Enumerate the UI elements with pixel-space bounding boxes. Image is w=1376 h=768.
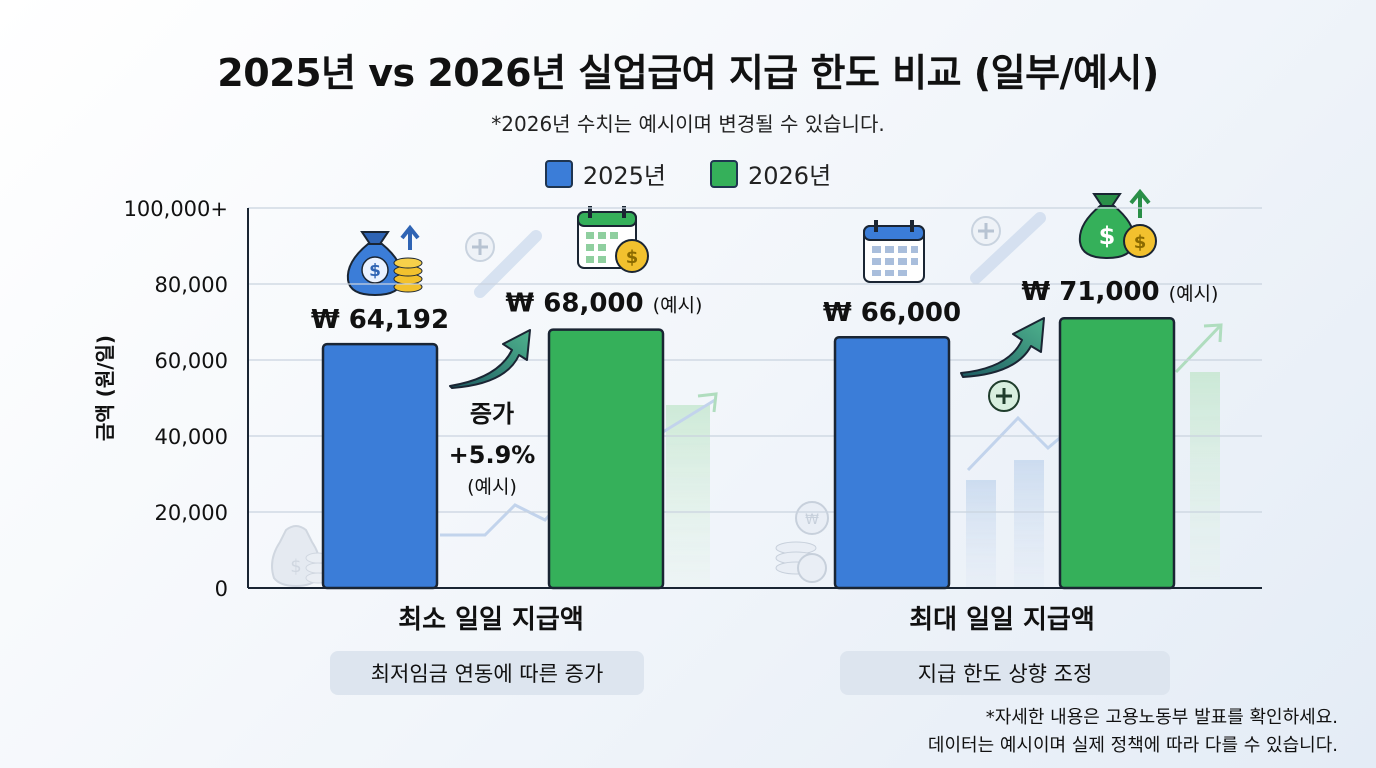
bar-value-label: ₩ 68,000 (예시) <box>506 289 703 319</box>
annotation-increase-label: 증가 <box>470 400 514 428</box>
bars <box>321 316 1176 590</box>
money-bag-icon: $ <box>346 224 423 297</box>
y-tick-label: 0 <box>215 577 228 601</box>
y-tick-label: 80,000 <box>155 273 228 297</box>
svg-text:$: $ <box>1134 232 1147 253</box>
legend-item-2026: 2026년 <box>710 156 831 191</box>
svg-text:$: $ <box>369 261 381 281</box>
plus-circle-icon <box>465 232 495 262</box>
legend-item-2025: 2025년 <box>544 156 666 191</box>
calendar-icon <box>863 220 925 283</box>
growth-arrow-icon <box>960 317 1045 378</box>
category-note-box <box>330 651 644 695</box>
y-axis-label: 금액 (원/일) <box>93 335 117 441</box>
money-bag-faded-icon: $ <box>271 525 331 588</box>
footnote-line-2: 데이터는 예시이며 실제 정책에 따라 다를 수 있습니다. <box>927 735 1338 756</box>
y-tick-label: 40,000 <box>155 425 228 449</box>
bar-value-label: ₩ 64,192 <box>311 305 449 335</box>
growth-arrow-icon <box>449 329 531 389</box>
bar-2026년-0 <box>547 328 665 590</box>
legend-swatch-2026 <box>710 159 738 188</box>
coin-stack-faded-icon: ₩ <box>775 501 829 583</box>
chart-title: 2025년 vs 2026년 실업급여 지급 한도 비교 (일부/예시) <box>217 51 1159 95</box>
calendar-coin-icon: $ <box>577 206 649 273</box>
svg-text:₩: ₩ <box>805 512 819 528</box>
y-tick-label: 20,000 <box>155 501 228 525</box>
y-tick-label: 100,000+ <box>124 197 228 221</box>
svg-text:$: $ <box>290 556 301 577</box>
footnote-line-1: *자세한 내용은 고용노동부 발표를 확인하세요. <box>985 707 1338 728</box>
svg-text:$: $ <box>1099 222 1116 250</box>
plus-circle-icon <box>971 216 1001 246</box>
legend-label-2026: 2026년 <box>748 162 832 190</box>
bar-2025년-1 <box>833 335 951 590</box>
money-bag-green-icon: $ $ <box>1078 188 1157 260</box>
annotation-increase-note: (예시) <box>467 476 517 498</box>
category-label: 최소 일일 지급액 <box>398 605 584 635</box>
bar-2025년-0 <box>321 342 439 590</box>
y-tick-label: 60,000 <box>155 349 228 373</box>
footnote: *자세한 내용은 고용노동부 발표를 확인하세요. 데이터는 예시이며 실제 정… <box>928 704 1338 760</box>
bar-2026년-1 <box>1058 316 1176 590</box>
bar-value-label: ₩ 71,000 (예시) <box>1022 277 1219 307</box>
increase-annotation: 증가 +5.9% (예시) <box>449 400 536 498</box>
legend-swatch-2025 <box>544 159 573 188</box>
annotation-increase-percent: +5.9% <box>449 441 536 469</box>
bar-value-label: ₩ 66,000 <box>823 298 961 328</box>
chart-subtitle: *2026년 수치는 예시이며 변경될 수 있습니다. <box>491 112 885 136</box>
legend-label-2025: 2025년 <box>582 162 666 190</box>
value-labels: ₩ 64,192 ₩ 66,000 ₩ 68,000 (예시) ₩ 71,000 (예… <box>311 277 1218 335</box>
category-note: 최저임금 연동에 따른 증가 <box>371 662 604 686</box>
legend: 2025년 2026년 <box>0 156 1376 191</box>
plus-circle-icon <box>988 380 1020 412</box>
category-note-box <box>840 651 1170 695</box>
y-axis-ticks: 0 20,000 40,000 60,000 80,000 100,000+ <box>124 197 228 601</box>
category-label: 최대 일일 지급액 <box>909 605 1095 635</box>
category-note: 지급 한도 상향 조정 <box>918 662 1093 686</box>
svg-text:$: $ <box>626 247 639 268</box>
